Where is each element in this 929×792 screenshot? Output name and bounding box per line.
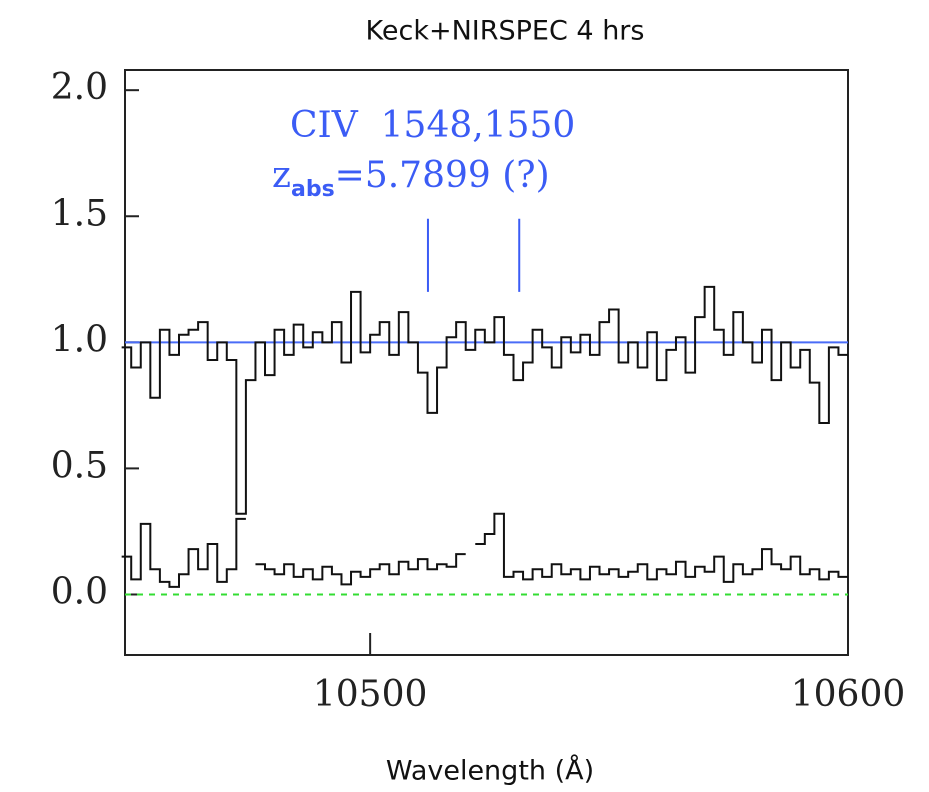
y-tick-label: 0.5 (51, 445, 108, 486)
spectrum-error (121, 512, 848, 588)
y-tick-label: 1.5 (51, 193, 108, 234)
annotation-subscript: abs (291, 177, 335, 202)
spectrum-flux (121, 285, 848, 515)
x-tick-label: 10600 (791, 674, 906, 715)
annotation: zabs=5.7899 (?) (272, 155, 550, 202)
y-tick-label: 1.0 (51, 319, 108, 360)
x-axis-label: Wavelength (Å) (386, 755, 594, 787)
y-tick-label: 2.0 (51, 67, 108, 108)
plot-frame (124, 69, 849, 656)
chart-title: Keck+NIRSPEC 4 hrs (366, 16, 645, 47)
annotation-part: =5.7899 (?) (335, 155, 550, 196)
y-tick-label: 0.0 (51, 571, 108, 612)
annotation-part: z (272, 155, 291, 196)
annotation: CIV 1548,1550 (290, 105, 575, 146)
x-tick-label: 10500 (313, 674, 428, 715)
